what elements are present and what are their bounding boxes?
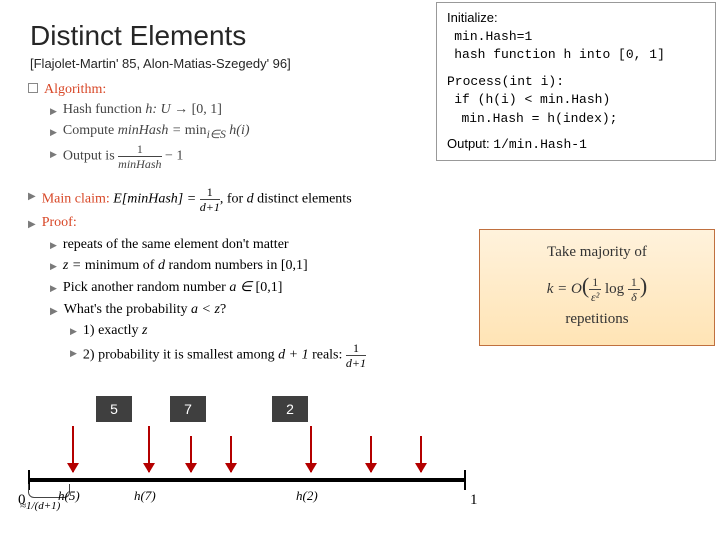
triangle-bullet-icon: ▶: [50, 126, 57, 139]
proof-block: ▶ Proof: ▶ repeats of the same element d…: [24, 212, 464, 369]
brace-label: ≈1/(d+1): [20, 500, 60, 512]
triangle-open-icon: ▶: [50, 304, 58, 320]
hash-label: h(5): [58, 488, 80, 504]
code-label-init: Initialize: [447, 10, 494, 25]
callout-line-1: Take majority of: [492, 240, 702, 264]
stream-value-box: 2: [272, 396, 308, 422]
pseudocode-box: Initialize: min.Hash=1 hash function h i…: [436, 2, 716, 161]
hash-arrow-icon: [370, 436, 372, 472]
hash-arrow-icon: [310, 426, 312, 472]
callout-line-3: repetitions: [492, 307, 702, 331]
hash-arrow-icon: [72, 426, 74, 472]
stream-value-box: 7: [170, 396, 206, 422]
code-label-output: Output:: [447, 136, 490, 151]
algo-line-2: Compute minHash = mini∈S h(i): [63, 121, 250, 144]
triangle-bullet-icon: ▶: [70, 347, 77, 361]
triangle-bullet-icon: ▶: [50, 282, 57, 296]
code-init: Initialize: min.Hash=1 hash function h i…: [447, 9, 705, 64]
code-process: Process(int i): if (h(i) < min.Hash) min…: [447, 72, 705, 128]
label-one: 1: [470, 492, 478, 509]
proof-sub-2: 2) probability it is smallest among d + …: [83, 342, 366, 369]
triangle-bullet-icon: ▶: [70, 325, 77, 339]
proof-line-3: Pick another random number a ∈ [0,1]: [63, 277, 282, 299]
triangle-bullet-icon: ▶: [50, 105, 57, 118]
main-claim-expr: E[minHash] =: [113, 192, 199, 207]
hash-arrow-icon: [148, 426, 150, 472]
triangle-bullet-icon: ▶: [50, 239, 57, 253]
tick-one: [464, 470, 466, 490]
proof-sub-1: 1) exactly z: [83, 320, 148, 342]
algo-line-1: Hash function h: U → [0, 1]: [63, 100, 222, 120]
proof-line-1: repeats of the same element don't matter: [63, 234, 289, 256]
code-proc-2: min.Hash = h(index);: [461, 111, 617, 126]
proof-header: Proof:: [42, 212, 77, 234]
code-proc-1: if (h(i) < min.Hash): [454, 92, 610, 107]
proof-line-4: What's the probability a < z?: [64, 299, 226, 321]
hash-arrow-icon: [190, 436, 192, 472]
slide-citation: [Flajolet-Martin' 85, Alon-Matias-Szeged…: [30, 56, 291, 71]
number-line-diagram: 0 1 ≈1/(d+1) 5h(5)7h(7)2h(2): [10, 392, 485, 522]
main-claim-label: Main claim:: [42, 192, 110, 207]
code-output: Output: 1/min.Hash-1: [447, 135, 705, 154]
square-bullet-icon: [28, 83, 38, 93]
algorithm-block: Algorithm: ▶ Hash function h: U → [0, 1]…: [24, 80, 404, 170]
stream-value-box: 5: [96, 396, 132, 422]
algorithm-header: Algorithm:: [44, 80, 106, 100]
triangle-open-icon: ▶: [28, 217, 36, 233]
hash-arrow-icon: [230, 436, 232, 472]
hash-label: h(7): [134, 488, 156, 504]
code-init-2: hash function h into [0, 1]: [454, 47, 665, 62]
code-label-process: Process(int i): [447, 74, 556, 89]
number-line: [28, 478, 464, 482]
triangle-bullet-icon: ▶: [50, 260, 57, 274]
algo-line-3: Output is 1minHash − 1: [63, 143, 183, 170]
code-out-1: 1/min.Hash-1: [493, 137, 587, 152]
callout-formula: k = O(1ε² log 1δ): [492, 268, 702, 303]
code-init-1: min.Hash=1: [454, 29, 532, 44]
hash-arrow-icon: [420, 436, 422, 472]
proof-line-2: z = minimum of d random numbers in [0,1]: [63, 255, 308, 277]
callout-box: Take majority of k = O(1ε² log 1δ) repet…: [479, 229, 715, 346]
slide-title: Distinct Elements: [30, 20, 246, 52]
triangle-open-icon: ▶: [28, 191, 36, 202]
triangle-bullet-icon: ▶: [50, 148, 57, 161]
main-claim: ▶ Main claim: E[minHash] = 1d+1, for d d…: [24, 186, 464, 213]
hash-label: h(2): [296, 488, 318, 504]
